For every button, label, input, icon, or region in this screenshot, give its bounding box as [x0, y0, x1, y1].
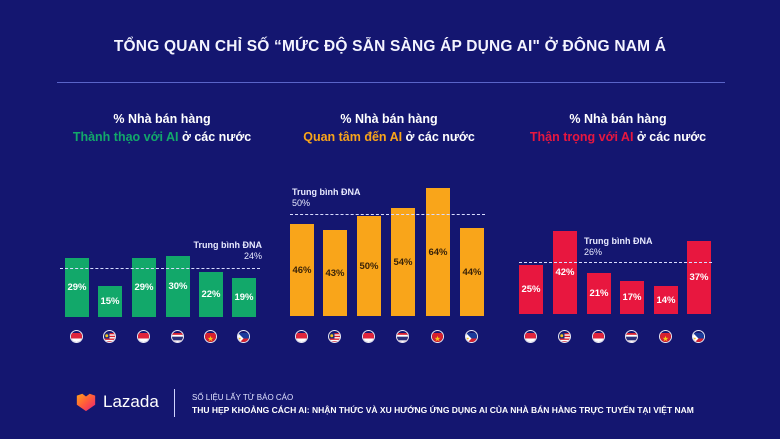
panel-header-line1: % Nhà bán hàng	[113, 112, 211, 126]
bar-value-label: 50%	[359, 260, 379, 272]
bar-indonesia: 21%	[587, 273, 611, 314]
bar-malaysia: 15%	[98, 286, 122, 317]
panel-header-line1: % Nhà bán hàng	[569, 112, 667, 126]
bar-indonesia: 29%	[132, 258, 156, 317]
bar-thailand: 30%	[166, 256, 190, 317]
lazada-logo-icon	[76, 393, 96, 412]
bar-vietnam: 64%	[426, 188, 450, 316]
flag-indonesia-icon	[362, 330, 375, 343]
panel-header-interested: % Nhà bán hàng Quan tâm đến AI ở các nướ…	[274, 110, 504, 146]
bar-singapore: 46%	[290, 224, 314, 316]
bar-value-label: 43%	[325, 267, 345, 279]
flag-malaysia-icon	[328, 330, 341, 343]
bar-value-label: 37%	[689, 272, 709, 283]
bar-value-label: 30%	[168, 281, 188, 292]
panel-header-cautious: % Nhà bán hàng Thận trọng với AI ở các n…	[503, 110, 733, 146]
average-line	[60, 268, 260, 269]
flag-thailand-icon	[396, 330, 409, 343]
flag-singapore-icon	[295, 330, 308, 343]
flag-indonesia-icon	[137, 330, 150, 343]
bar-value-label: 15%	[100, 296, 120, 307]
page-title: TỔNG QUAN CHỈ SỐ “MỨC ĐỘ SẴN SÀNG ÁP DỤN…	[113, 38, 667, 55]
flag-vietnam-icon	[431, 330, 444, 343]
panel-header-suffix: ở các nước	[402, 130, 475, 144]
bar-value-label: 25%	[521, 284, 541, 295]
panel-header-accent: Thận trọng với AI	[529, 130, 634, 144]
brand-name: Lazada	[103, 392, 159, 411]
average-label-text: Trung bình ĐNA	[193, 240, 263, 250]
average-value: 24%	[243, 251, 262, 261]
bar-indonesia: 50%	[357, 216, 381, 316]
bar-value-label: 54%	[393, 256, 413, 268]
title-divider	[57, 82, 725, 83]
bar-thailand: 17%	[620, 281, 644, 314]
flag-malaysia-icon	[103, 330, 116, 343]
bar-value-label: 42%	[555, 267, 575, 278]
bar-value-label: 14%	[656, 294, 676, 306]
bar-malaysia: 42%	[553, 231, 577, 314]
bar-value-label: 64%	[428, 246, 448, 258]
source-label: SỐ LIỆU LẤY TỪ BÁO CÁO	[192, 393, 294, 402]
average-label-text: Trung bình ĐNA	[584, 236, 653, 246]
footer-separator	[174, 389, 175, 417]
average-value: 50%	[292, 198, 311, 208]
bar-value-label: 46%	[292, 264, 312, 276]
bar-vietnam: 14%	[654, 286, 678, 314]
bar-philippines: 37%	[687, 241, 711, 314]
average-value: 26%	[584, 247, 603, 257]
flag-malaysia-icon	[558, 330, 571, 343]
bar-malaysia: 43%	[323, 230, 347, 316]
flag-singapore-icon	[70, 330, 83, 343]
bar-thailand: 54%	[391, 208, 415, 316]
bar-value-label: 17%	[622, 292, 642, 303]
flag-philippines-icon	[465, 330, 478, 343]
panel-header-proficient: % Nhà bán hàng Thành thạo với AI ở các n…	[47, 110, 277, 146]
average-label: Trung bình ĐNA 50%	[292, 187, 361, 209]
bar-value-label: 21%	[589, 288, 609, 299]
bar-vietnam: 22%	[199, 272, 223, 317]
bar-singapore: 25%	[519, 265, 543, 314]
flag-indonesia-icon	[592, 330, 605, 343]
panel-header-accent: Thành thạo với AI	[72, 130, 179, 144]
average-label: Trung bình ĐNA 24%	[194, 240, 263, 262]
source-title: THU HẸP KHOẢNG CÁCH AI: NHẬN THỨC VÀ XU …	[192, 405, 694, 415]
panel-header-line1: % Nhà bán hàng	[340, 112, 438, 126]
flag-vietnam-icon	[204, 330, 217, 343]
flag-philippines-icon	[237, 330, 250, 343]
flag-singapore-icon	[524, 330, 537, 343]
bar-singapore: 29%	[65, 258, 89, 317]
bar-value-label: 22%	[201, 289, 221, 300]
bar-value-label: 19%	[234, 292, 254, 303]
flag-vietnam-icon	[659, 330, 672, 343]
average-label-text: Trung bình ĐNA	[292, 187, 361, 197]
average-label: Trung bình ĐNA 26%	[584, 236, 653, 258]
panel-header-suffix: ở các nước	[633, 130, 707, 144]
bar-value-label: 44%	[462, 266, 482, 278]
average-line	[519, 262, 712, 263]
bar-value-label: 29%	[67, 282, 87, 293]
average-line	[290, 214, 485, 215]
bar-philippines: 44%	[460, 228, 484, 316]
flag-philippines-icon	[692, 330, 705, 343]
flag-thailand-icon	[625, 330, 638, 343]
panel-header-suffix: ở các nước	[178, 130, 252, 144]
flag-thailand-icon	[171, 330, 184, 343]
bar-philippines: 19%	[232, 278, 256, 317]
panel-header-accent: Quan tâm đến AI	[303, 130, 403, 144]
bar-value-label: 29%	[134, 282, 154, 293]
